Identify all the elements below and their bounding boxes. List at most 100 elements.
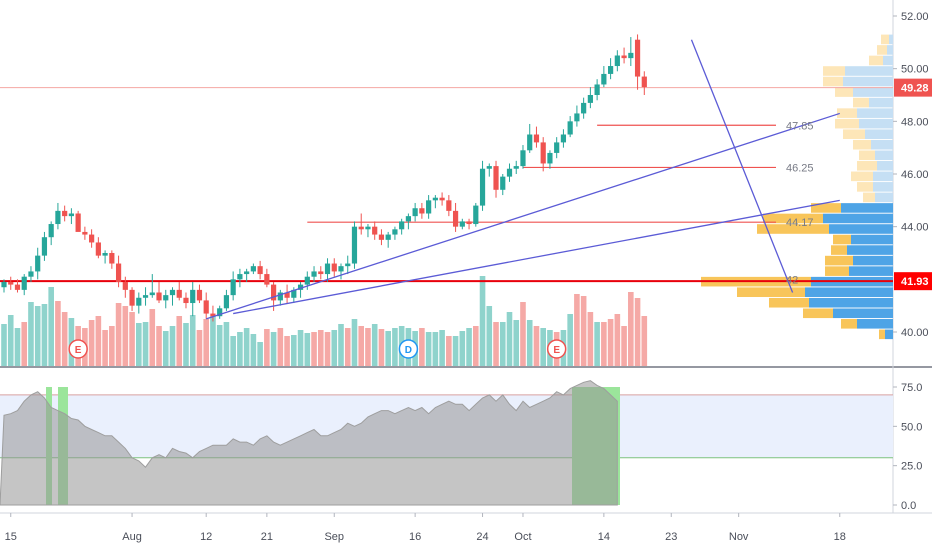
candle-body [419,208,425,214]
candle-body [142,295,149,298]
candle-body [41,237,48,256]
candle-body [466,221,472,225]
volume-profile-bar-b [829,224,893,234]
volume-profile-bar-a [877,45,887,55]
candle-body [122,281,128,290]
price-tick-label: 40.00 [901,327,929,339]
candle-body [237,274,243,280]
trend-line [690,39,794,293]
oscillator-tick-label: 0.0 [901,500,916,512]
volume-profile-bar-a [857,161,877,171]
volume-profile-bar-a [823,66,845,76]
volume-bar [169,326,176,366]
event-marker-label: D [405,345,412,356]
volume-bar [594,322,600,366]
candle-body [223,295,230,309]
volume-profile-bar-a [811,203,841,213]
candles [1,34,647,322]
candle-body [264,274,270,285]
volume-bar [567,314,573,366]
volume-bar [466,328,472,366]
candle-body [230,279,236,296]
volume-bar [520,302,526,366]
volume-bar [317,330,324,366]
volume-bar [28,302,34,366]
event-marker-label: E [75,345,82,356]
volume-bar [41,304,48,366]
volume-bar [311,332,317,366]
volume-bar [210,316,216,366]
candle-body [452,210,459,227]
candle-body [257,266,263,275]
candle-body [459,221,465,227]
candle-body [203,300,209,314]
candle-body [291,289,297,298]
time-tick-label: Oct [514,531,531,543]
volume-bar [580,296,587,366]
volume-bar [162,331,169,366]
candle-body [62,210,68,217]
candle-body [55,210,61,225]
volume-profile-bar-b [845,66,893,76]
candle-body [271,284,277,301]
volume-bar [277,328,284,366]
volume-bar [452,336,459,366]
candle-body [392,229,398,235]
volume-bar [216,325,223,366]
time-tick-label: 15 [5,531,17,543]
candle-body [601,73,607,85]
volume-bar [331,330,338,366]
volume-profile-bar-b [885,329,893,340]
price-tick-label: 50.00 [901,64,929,76]
volume-profile-bar-b [883,55,893,66]
time-tick-label: 24 [476,531,488,543]
volume-profile-bar-a [841,319,857,329]
volume-profile-bar-b [857,108,893,118]
candle-body [426,200,432,214]
volume-bar [614,314,621,366]
candle-body [250,266,256,272]
price-badge-label: 41.93 [901,276,929,288]
event-marker-circle [398,339,419,359]
volume-bar [486,306,493,366]
candle-body [560,134,567,143]
candle-body [21,276,27,290]
candle-body [136,297,142,306]
volume-bar [109,326,115,366]
volume-bar [446,336,452,366]
volume-bar [634,298,641,366]
candle-body [547,152,553,164]
candle-body [163,295,169,301]
volume-bar [540,328,546,366]
volume-profile-bar-b [843,76,893,87]
time-tick-label: Nov [729,531,749,543]
candle-body [412,208,418,217]
volume-profile-bar-b [853,255,893,266]
candle-body [95,242,101,256]
candle-body [183,297,189,304]
volume-profile-bar-a [835,87,853,97]
volume-bar [284,336,290,366]
volume-bar [7,315,14,366]
volume-bar [432,332,439,366]
price-tick-label: 46.00 [901,169,929,181]
volume-profile-bar-b [873,182,893,192]
candle-body [641,76,647,88]
candle-body [35,255,41,272]
volume-profile-bar-a [863,192,875,203]
oscillator-tick-label: 50.0 [901,421,922,433]
volume-bar [526,320,533,366]
volume-profile-bar-a [869,55,883,66]
candle-body [82,231,88,235]
candle-body [331,263,337,272]
volume-bar [493,322,499,366]
volume-bar [587,312,594,366]
volume-profile-bar-a [769,297,809,308]
price-tick-label: 52.00 [901,11,929,23]
candle-body [345,263,351,267]
volume-bar [338,324,344,366]
volume-bar [230,336,236,366]
candle-body [385,234,391,240]
